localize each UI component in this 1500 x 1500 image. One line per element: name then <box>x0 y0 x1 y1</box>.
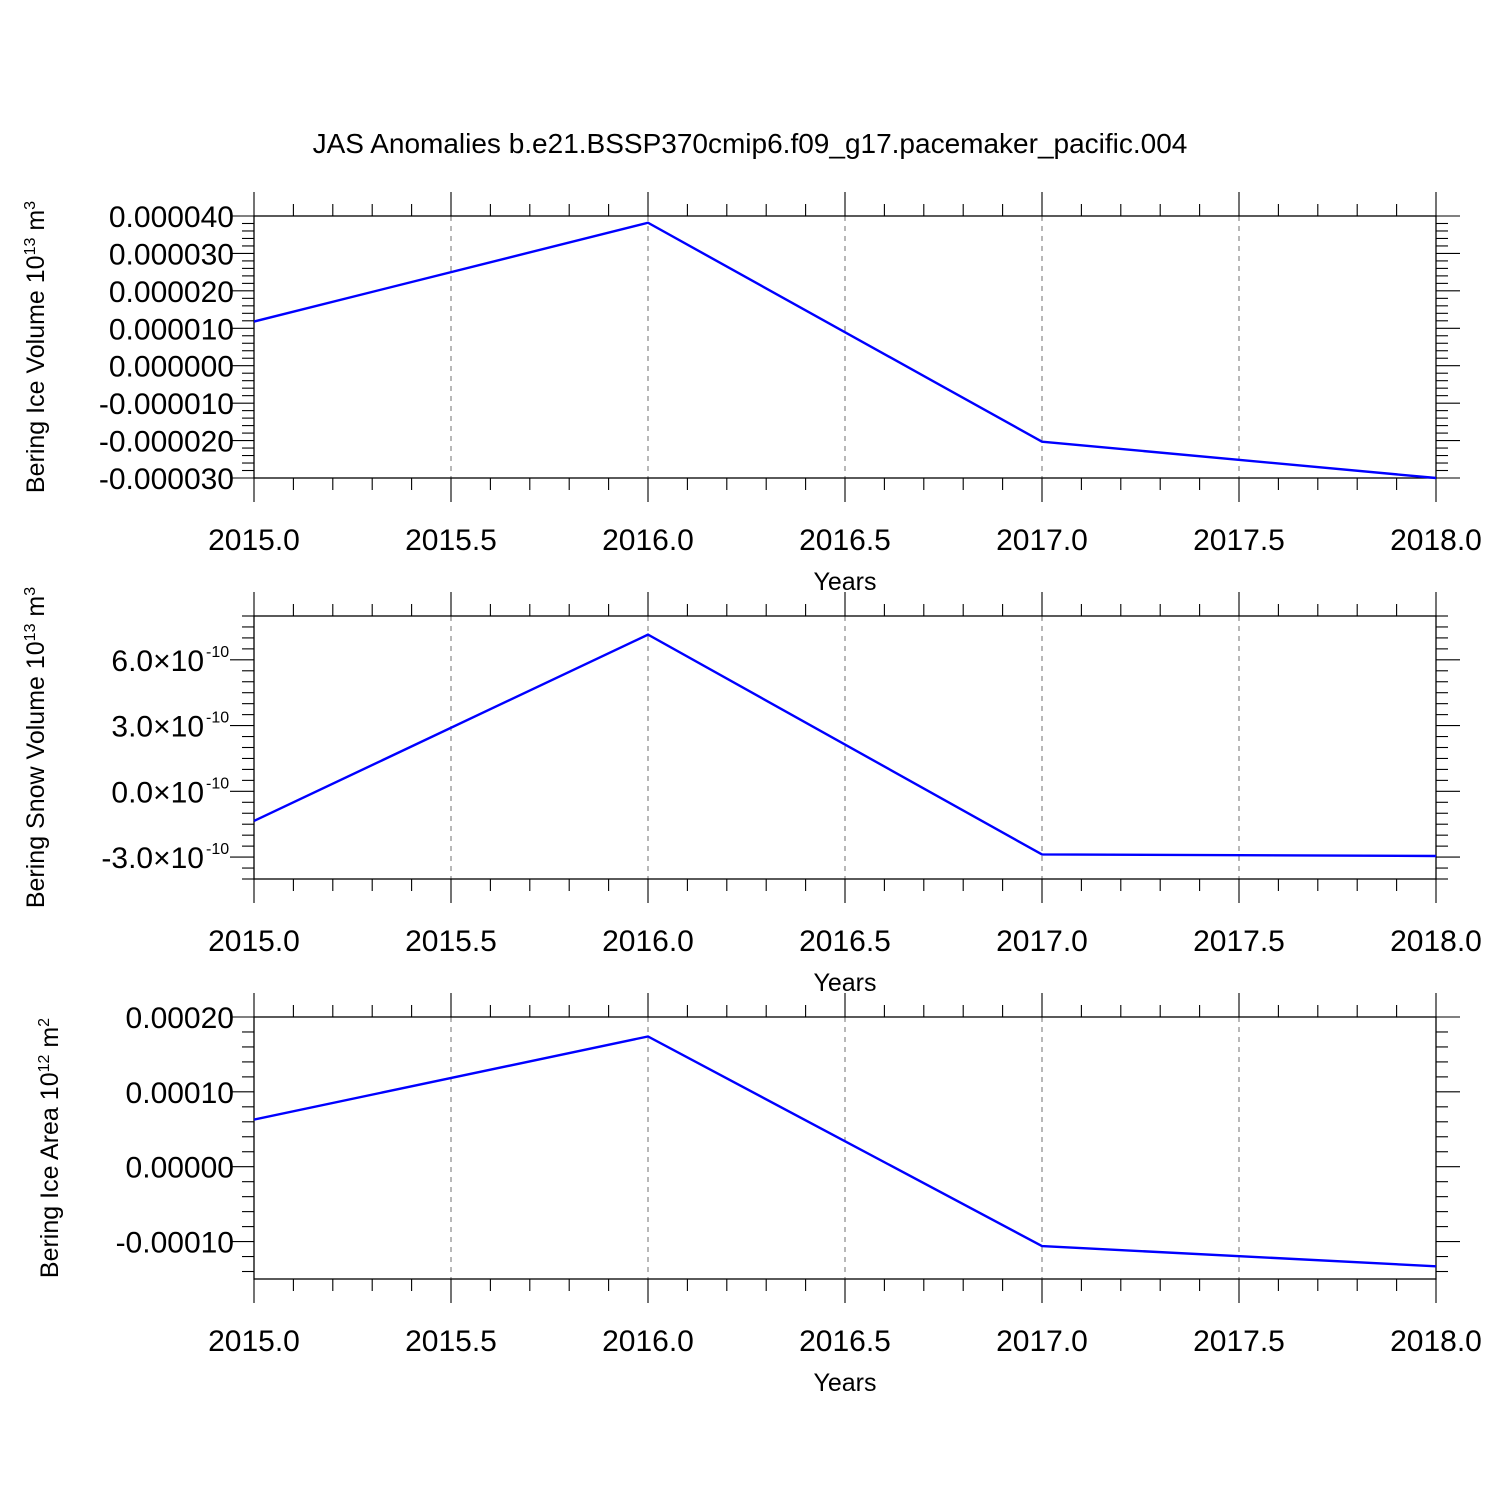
x-axis-label: Years <box>813 1369 876 1397</box>
y-tick-label: 0.0×10 <box>111 776 204 809</box>
y-axis-label: Bering Snow Volume 1013 m3 <box>22 587 50 908</box>
x-tick-label: 2016.5 <box>799 1325 891 1358</box>
x-tick-label: 2015.5 <box>405 925 497 958</box>
y-tick-label: 3.0×10 <box>111 711 204 744</box>
y-tick-label: -0.000010 <box>99 388 234 421</box>
y-axis-label: Bering Ice Volume 1013 m3 <box>22 201 50 493</box>
y-tick-label: 0.000010 <box>109 313 234 346</box>
x-tick-label: 2015.0 <box>208 1325 300 1358</box>
y-tick-label: -3.0×10 <box>101 842 204 875</box>
panel-ice-area: 2015.0 2015.5 2016.0 2016.5 2017.0 2017.5 2018… <box>36 993 1482 1397</box>
x-tick-label: 2015.0 <box>208 524 300 557</box>
y-tick-label: 0.000020 <box>109 276 234 309</box>
panel-ice-volume: 2015.0 2015.5 2016.0 2016.5 2017.0 2017.5 2018… <box>22 192 1482 596</box>
y-tick-label: 0.00010 <box>126 1077 234 1110</box>
y-tick-label: 0.000040 <box>109 201 234 234</box>
x-tick-label: 2016.0 <box>602 1325 694 1358</box>
y-tick-label: -0.000030 <box>99 463 234 496</box>
x-tick-label: 2018.0 <box>1390 925 1482 958</box>
y-tick-exponent: -10 <box>206 775 229 792</box>
x-tick-label: 2016.0 <box>602 925 694 958</box>
x-tick-label: 2017.0 <box>996 1325 1088 1358</box>
x-tick-label: 2016.5 <box>799 524 891 557</box>
y-tick-exponent: -10 <box>206 710 229 727</box>
y-tick-label: 6.0×10 <box>111 645 204 678</box>
x-tick-label: 2016.0 <box>602 524 694 557</box>
y-tick-label: 0.00000 <box>126 1152 234 1185</box>
x-tick-label: 2017.5 <box>1193 1325 1285 1358</box>
x-tick-label: 2017.0 <box>996 524 1088 557</box>
x-tick-label: 2016.5 <box>799 925 891 958</box>
figure-title: JAS Anomalies b.e21.BSSP370cmip6.f09_g17… <box>313 128 1188 159</box>
x-tick-label: 2017.0 <box>996 925 1088 958</box>
x-axis-label: Years <box>813 969 876 997</box>
x-axis-label: Years <box>813 568 876 596</box>
y-tick-label: 0.000030 <box>109 238 234 271</box>
x-tick-label: 2018.0 <box>1390 1325 1482 1358</box>
x-tick-label: 2018.0 <box>1390 524 1482 557</box>
x-tick-label: 2017.5 <box>1193 524 1285 557</box>
x-tick-label: 2015.0 <box>208 925 300 958</box>
panel-snow-volume: 2015.0 2015.5 2016.0 2016.5 2017.0 2017.5 2018… <box>22 587 1482 997</box>
series-line <box>253 1035 1437 1268</box>
y-tick-label: -0.00010 <box>116 1227 234 1260</box>
series-line <box>253 221 1437 480</box>
x-tick-label: 2015.5 <box>405 524 497 557</box>
x-tick-label: 2015.5 <box>405 1325 497 1358</box>
y-tick-exponent: -10 <box>206 644 229 661</box>
series-line <box>253 633 1437 858</box>
y-tick-label: 0.000000 <box>109 351 234 384</box>
x-tick-label: 2017.5 <box>1193 925 1285 958</box>
y-tick-label: 0.00020 <box>126 1002 234 1035</box>
y-tick-label: -0.000020 <box>99 426 234 459</box>
y-axis-label: Bering Ice Area 1012 m2 <box>36 1018 64 1278</box>
y-tick-exponent: -10 <box>206 841 229 858</box>
